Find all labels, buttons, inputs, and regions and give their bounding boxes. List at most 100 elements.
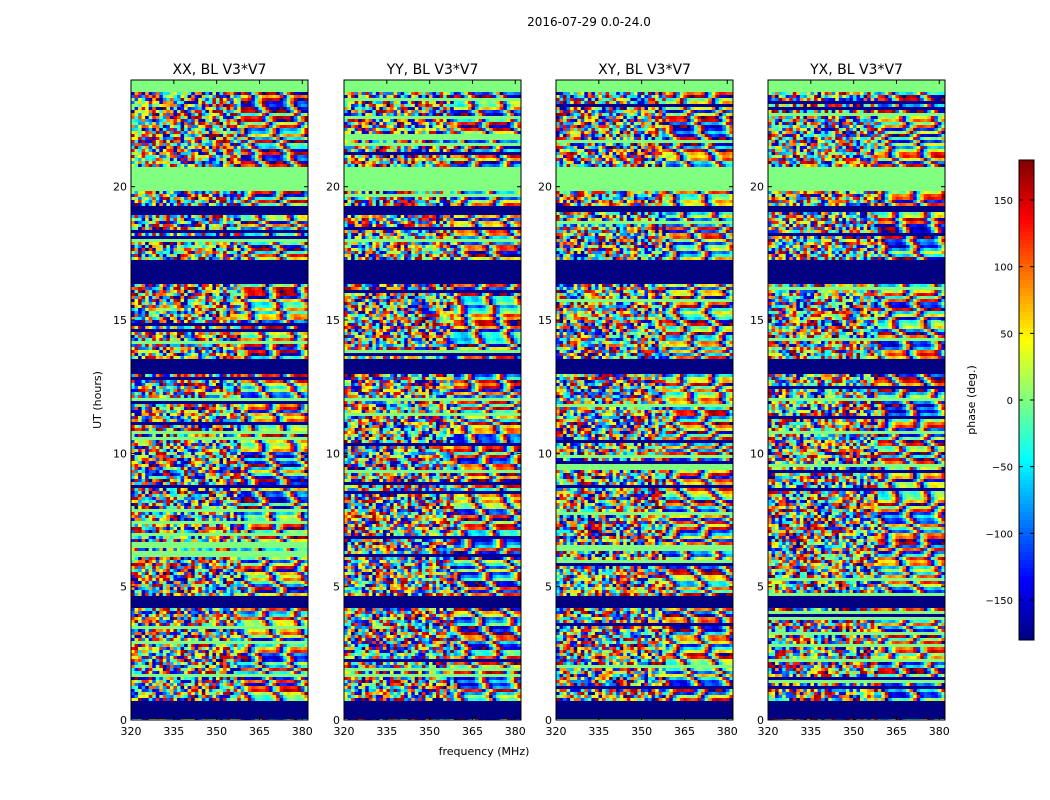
heatmap-cell (163, 95, 167, 98)
heatmap-cell (156, 464, 160, 467)
heatmap-cell (181, 92, 185, 95)
heatmap-cell (156, 215, 160, 218)
heatmap-cell (159, 446, 163, 449)
heatmap-cell (294, 482, 298, 485)
heatmap-cell (255, 467, 259, 470)
heatmap-cell (273, 320, 277, 323)
heatmap-cell (152, 428, 156, 431)
heatmap-cell (156, 455, 160, 458)
heatmap-cell (170, 470, 174, 473)
heatmap-cell (170, 344, 174, 347)
heatmap-cell (138, 95, 142, 98)
heatmap-cell (170, 482, 174, 485)
heatmap-cell (209, 104, 213, 107)
heatmap-cell (262, 143, 266, 146)
heatmap-cell (138, 449, 142, 452)
heatmap-cell (145, 197, 149, 200)
heatmap-cell (237, 194, 241, 197)
heatmap-cell (230, 251, 234, 254)
heatmap-cell (230, 350, 234, 353)
heatmap-cell (131, 305, 135, 308)
heatmap-cell (202, 452, 206, 455)
heatmap-cell (290, 191, 294, 194)
heatmap-cell (181, 122, 185, 125)
heatmap-cell (145, 314, 149, 317)
heatmap-cell (205, 425, 209, 428)
heatmap-cell (227, 98, 231, 101)
heatmap-cell (251, 155, 255, 158)
heatmap-cell (142, 443, 146, 446)
heatmap-cell (258, 314, 262, 317)
heatmap-cell (269, 353, 273, 356)
heatmap-cell (287, 125, 291, 128)
heatmap-cell (241, 284, 245, 287)
heatmap-cell (149, 407, 153, 410)
heatmap-cell (269, 452, 273, 455)
heatmap-cell (212, 464, 216, 467)
heatmap-cell (184, 455, 188, 458)
heatmap-cell (255, 104, 259, 107)
heatmap-cell (163, 386, 167, 389)
heatmap-cell (297, 446, 301, 449)
heatmap-cell (276, 95, 280, 98)
heatmap-cell (188, 335, 192, 338)
heatmap-cell (223, 140, 227, 143)
heatmap-cell (145, 164, 149, 167)
heatmap-cell (145, 293, 149, 296)
heatmap-cell (280, 284, 284, 287)
heatmap-cell (145, 350, 149, 353)
heatmap-cell (290, 440, 294, 443)
heatmap-cell (209, 98, 213, 101)
heatmap-cell (184, 488, 188, 491)
heatmap-cell (149, 134, 153, 137)
heatmap-cell (195, 122, 199, 125)
heatmap-cell (202, 107, 206, 110)
heatmap-cell (283, 224, 287, 227)
heatmap-cell (294, 290, 298, 293)
heatmap-cell (152, 191, 156, 194)
heatmap-cell (237, 191, 241, 194)
heatmap-cell (294, 101, 298, 104)
heatmap-cell (145, 122, 149, 125)
heatmap-cell (251, 149, 255, 152)
heatmap-cell (159, 155, 163, 158)
heatmap-cell (301, 161, 305, 164)
heatmap-cell (152, 143, 156, 146)
heatmap-cell (173, 347, 177, 350)
heatmap-cell (273, 392, 277, 395)
heatmap-cell (205, 449, 209, 452)
heatmap-cell (205, 413, 209, 416)
heatmap-cell (188, 227, 192, 230)
heatmap-cell (156, 482, 160, 485)
heatmap-cell (290, 224, 294, 227)
heatmap-cell (212, 152, 216, 155)
heatmap-cell (216, 248, 220, 251)
heatmap-cell (266, 224, 270, 227)
heatmap-cell (195, 404, 199, 407)
heatmap-cell (159, 122, 163, 125)
heatmap-cell (287, 203, 291, 206)
heatmap-cell (244, 482, 248, 485)
heatmap-cell (152, 302, 156, 305)
heatmap-cell (237, 146, 241, 149)
heatmap-cell (248, 461, 252, 464)
heatmap-cell (177, 104, 181, 107)
heatmap-cell (241, 227, 245, 230)
heatmap-cell (177, 395, 181, 398)
heatmap-cell (181, 125, 185, 128)
heatmap-cell (255, 473, 259, 476)
heatmap-cell (301, 314, 305, 317)
heatmap-cell (135, 443, 139, 446)
heatmap-cell (181, 245, 185, 248)
heatmap-cell (166, 152, 170, 155)
heatmap-cell (241, 215, 245, 218)
heatmap-cell (283, 338, 287, 341)
heatmap-cell (230, 383, 234, 386)
heatmap-cell (230, 233, 234, 236)
heatmap-cell (163, 434, 167, 437)
heatmap-cell (216, 413, 220, 416)
heatmap-cell (188, 386, 192, 389)
heatmap-cell (135, 302, 139, 305)
heatmap-cell (198, 113, 202, 116)
heatmap-cell (202, 344, 206, 347)
